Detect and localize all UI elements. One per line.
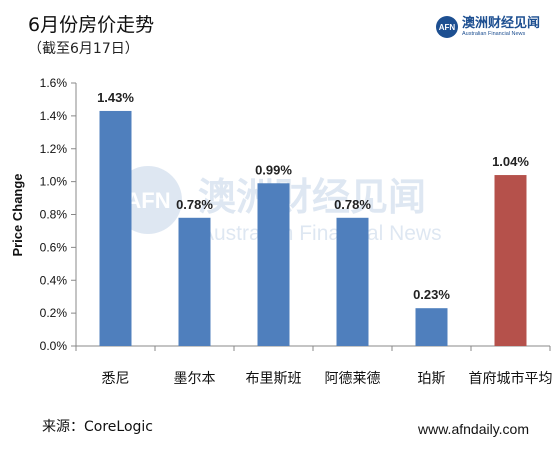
y-tick-label: 1.0% bbox=[40, 175, 68, 189]
bar bbox=[415, 308, 448, 346]
afn-logo: AFN 澳洲财经见闻 Australian Financial News bbox=[436, 16, 540, 38]
y-tick-label: 0.6% bbox=[40, 240, 68, 254]
y-axis-label: Price Change bbox=[10, 173, 25, 256]
bar-value-label: 1.43% bbox=[97, 90, 134, 105]
bar bbox=[494, 175, 527, 346]
bar bbox=[99, 110, 132, 346]
bar-value-label: 0.23% bbox=[413, 287, 450, 302]
bar bbox=[178, 217, 211, 346]
bar bbox=[336, 217, 369, 346]
y-tick-label: 0.4% bbox=[40, 273, 68, 287]
y-tick-label: 1.4% bbox=[40, 109, 68, 123]
bar bbox=[257, 183, 290, 346]
afn-logo-icon: AFN bbox=[436, 16, 458, 38]
y-tick-label: 1.2% bbox=[40, 142, 68, 156]
x-category-label: 悉尼 bbox=[102, 371, 130, 387]
y-tick-label: 0.8% bbox=[40, 208, 68, 222]
bar-value-label: 0.99% bbox=[255, 162, 292, 177]
chart-title: 6月份房价走势 bbox=[28, 14, 155, 36]
logo-name-cn: 澳洲财经见闻 bbox=[462, 15, 541, 31]
website-link[interactable]: www.afndaily.com bbox=[418, 421, 530, 437]
bar-value-label: 1.04% bbox=[492, 154, 529, 169]
y-tick-label: 0.0% bbox=[40, 339, 68, 353]
x-category-label: 首府城市平均 bbox=[469, 370, 553, 387]
x-category-label: 墨尔本 bbox=[174, 371, 216, 387]
y-tick-label: 0.2% bbox=[40, 306, 68, 320]
source-note: 来源：CoreLogic bbox=[42, 419, 153, 435]
logo-name-en: Australian Financial News bbox=[462, 30, 526, 37]
x-category-label: 阿德莱德 bbox=[325, 371, 381, 387]
bar-value-label: 0.78% bbox=[176, 197, 213, 212]
x-category-label: 珀斯 bbox=[418, 371, 446, 387]
y-tick-label: 1.6% bbox=[40, 76, 68, 90]
x-category-label: 布里斯班 bbox=[246, 371, 302, 387]
chart-subtitle: （截至6月17日） bbox=[28, 41, 139, 57]
bar-value-label: 0.78% bbox=[334, 197, 371, 212]
